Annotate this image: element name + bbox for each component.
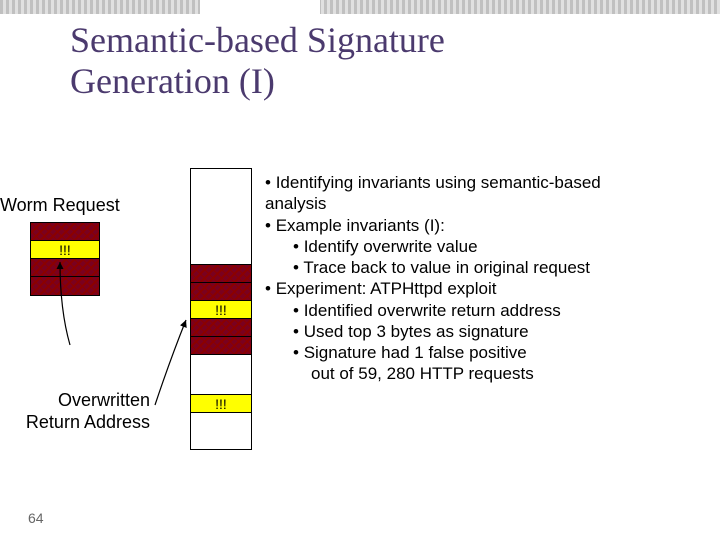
worm-request-stack: !!! bbox=[30, 222, 100, 296]
memory-stack: !!!!!! bbox=[190, 168, 252, 450]
bullet-item: analysis bbox=[265, 193, 601, 214]
bullet-sub-item: • Signature had 1 false positive bbox=[293, 342, 601, 363]
hatched-cell bbox=[31, 259, 99, 277]
bullet-sub-item: out of 59, 280 HTTP requests bbox=[311, 363, 601, 384]
bullet-text: out of 59, 280 HTTP requests bbox=[311, 364, 534, 383]
highlight-cell: !!! bbox=[191, 395, 251, 413]
plain-cell bbox=[191, 169, 251, 265]
bullet-list: • Identifying invariants using semantic-… bbox=[265, 172, 601, 385]
bullet-text: Identifying invariants using semantic-ba… bbox=[276, 173, 601, 192]
decorative-top-stripe bbox=[0, 0, 720, 14]
plain-cell bbox=[191, 355, 251, 395]
hatched-cell bbox=[191, 283, 251, 301]
bullet-text: Identified overwrite return address bbox=[304, 301, 561, 320]
hatched-cell bbox=[31, 277, 99, 295]
overwritten-line-1: Overwritten bbox=[58, 390, 150, 410]
overwritten-return-address-label: Overwritten Return Address bbox=[20, 390, 150, 433]
title-line-2: Generation (I) bbox=[70, 61, 275, 101]
bullet-text: Identify overwrite value bbox=[304, 237, 478, 256]
bullet-text: Used top 3 bytes as signature bbox=[304, 322, 529, 341]
hatched-cell bbox=[191, 319, 251, 337]
hatched-cell bbox=[191, 337, 251, 355]
hatched-cell bbox=[191, 265, 251, 283]
bullet-item: • Experiment: ATPHttpd exploit bbox=[265, 278, 601, 299]
highlight-cell: !!! bbox=[191, 301, 251, 319]
slide-title: Semantic-based Signature Generation (I) bbox=[70, 20, 445, 103]
bullet-sub-item: • Identified overwrite return address bbox=[293, 300, 601, 321]
bullet-sub-item: • Trace back to value in original reques… bbox=[293, 257, 601, 278]
highlight-cell: !!! bbox=[31, 241, 99, 259]
plain-cell bbox=[191, 413, 251, 449]
bullet-sub-item: • Used top 3 bytes as signature bbox=[293, 321, 601, 342]
bullet-item: • Identifying invariants using semantic-… bbox=[265, 172, 601, 193]
bullet-text: Experiment: ATPHttpd exploit bbox=[276, 279, 497, 298]
worm-request-label: Worm Request bbox=[0, 195, 120, 216]
bullet-sub-item: • Identify overwrite value bbox=[293, 236, 601, 257]
bullet-text: analysis bbox=[265, 194, 326, 213]
overwritten-line-2: Return Address bbox=[26, 412, 150, 432]
title-line-1: Semantic-based Signature bbox=[70, 20, 445, 60]
bullet-item: • Example invariants (I): bbox=[265, 215, 601, 236]
bullet-text: Trace back to value in original request bbox=[303, 258, 590, 277]
bullet-text: Signature had 1 false positive bbox=[304, 343, 527, 362]
hatched-cell bbox=[31, 223, 99, 241]
slide-number: 64 bbox=[28, 510, 44, 526]
bullet-text: Example invariants (I): bbox=[276, 216, 445, 235]
